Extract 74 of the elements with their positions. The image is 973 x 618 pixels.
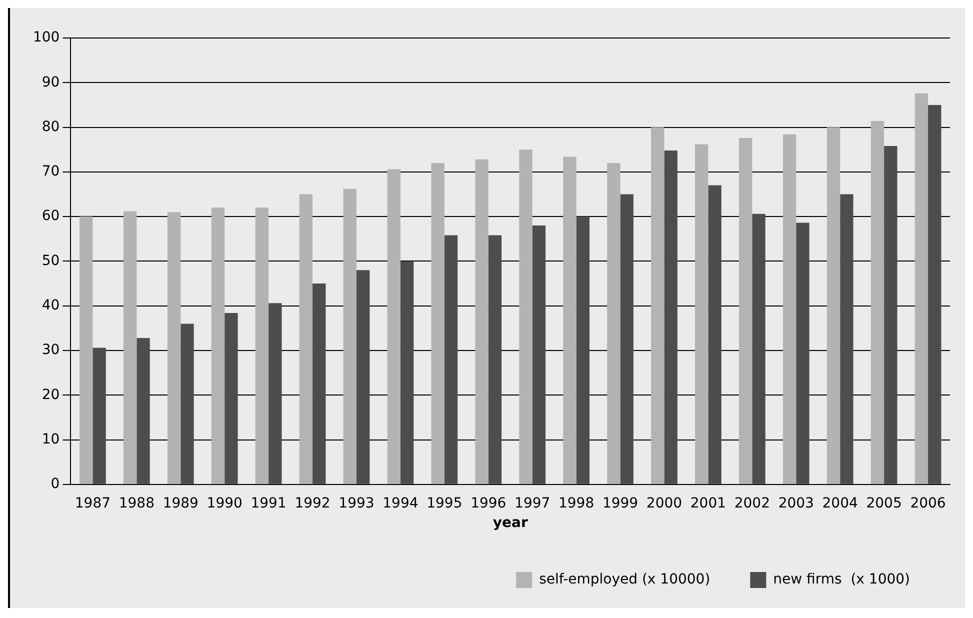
bar bbox=[444, 235, 458, 484]
bar bbox=[782, 134, 796, 484]
x-tick-label: 1989 bbox=[162, 495, 198, 512]
bar bbox=[80, 216, 93, 484]
bar bbox=[431, 162, 444, 484]
x-axis-title: year bbox=[492, 515, 528, 532]
x-tick-label: 1993 bbox=[338, 495, 374, 512]
bar bbox=[738, 138, 752, 484]
x-tick-label: 1995 bbox=[426, 495, 462, 512]
legend-label: self-employed (x 10000) bbox=[539, 572, 710, 588]
x-tick-label: 2002 bbox=[734, 495, 770, 512]
bar bbox=[884, 146, 898, 484]
x-tick-label: 2001 bbox=[690, 495, 726, 512]
x-tick-label: 1996 bbox=[470, 495, 506, 512]
y-tick-label: 60 bbox=[42, 208, 60, 224]
bar bbox=[400, 261, 414, 484]
bar bbox=[255, 208, 269, 484]
x-tick-label: 1988 bbox=[118, 495, 154, 512]
x-tick-label: 1998 bbox=[558, 495, 594, 512]
bar bbox=[211, 208, 225, 484]
x-tick-label: 1991 bbox=[250, 495, 286, 512]
bar bbox=[826, 127, 840, 484]
bar bbox=[607, 162, 620, 484]
x-tick-label: 1992 bbox=[294, 495, 330, 512]
x-tick-label: 2003 bbox=[778, 495, 814, 512]
bar bbox=[651, 127, 664, 484]
bar bbox=[708, 185, 722, 484]
bar bbox=[167, 212, 181, 484]
bar bbox=[840, 194, 854, 484]
bar bbox=[576, 216, 590, 484]
bar bbox=[796, 222, 810, 484]
y-tick-label: 50 bbox=[42, 252, 60, 269]
x-tick-label: 2000 bbox=[646, 495, 682, 512]
y-tick-label: 70 bbox=[42, 164, 60, 180]
x-tick-label: 1994 bbox=[382, 495, 418, 512]
bar bbox=[92, 348, 106, 484]
bar bbox=[136, 338, 150, 484]
bar bbox=[475, 159, 488, 484]
legend-label: new firms (x 1000) bbox=[773, 572, 910, 588]
bar bbox=[914, 93, 928, 484]
y-tick-label: 80 bbox=[42, 118, 60, 135]
x-tick-label: 1987 bbox=[74, 495, 111, 512]
bar bbox=[488, 235, 502, 484]
y-tick-label: 10 bbox=[42, 431, 60, 448]
bar bbox=[620, 194, 634, 484]
y-tick-label: 40 bbox=[42, 297, 60, 314]
bar bbox=[752, 214, 766, 484]
bar bbox=[299, 194, 313, 484]
bar bbox=[343, 188, 356, 484]
bar bbox=[224, 312, 238, 484]
bar bbox=[519, 150, 532, 484]
bar bbox=[180, 324, 194, 484]
bar bbox=[268, 303, 282, 484]
bar bbox=[563, 156, 576, 484]
bar bbox=[312, 284, 326, 484]
bar bbox=[532, 225, 546, 484]
bar bbox=[928, 104, 942, 484]
y-tick-label: 20 bbox=[42, 386, 60, 403]
x-tick-label: 2004 bbox=[822, 495, 858, 512]
bar bbox=[870, 121, 884, 484]
bar bbox=[356, 270, 370, 484]
x-tick-label: 1997 bbox=[514, 495, 550, 512]
bar bbox=[123, 211, 137, 484]
y-tick-label: 0 bbox=[50, 476, 60, 492]
x-tick-label: 2005 bbox=[866, 495, 902, 512]
bar bbox=[664, 150, 678, 484]
y-tick-label: 100 bbox=[32, 30, 60, 46]
bar bbox=[387, 169, 400, 484]
y-tick-label: 90 bbox=[42, 74, 60, 90]
bar bbox=[695, 144, 708, 484]
x-tick-label: 2006 bbox=[910, 495, 946, 512]
y-tick-label: 30 bbox=[42, 342, 60, 358]
x-tick-label: 1999 bbox=[602, 495, 638, 512]
x-tick-label: 1990 bbox=[206, 495, 242, 512]
